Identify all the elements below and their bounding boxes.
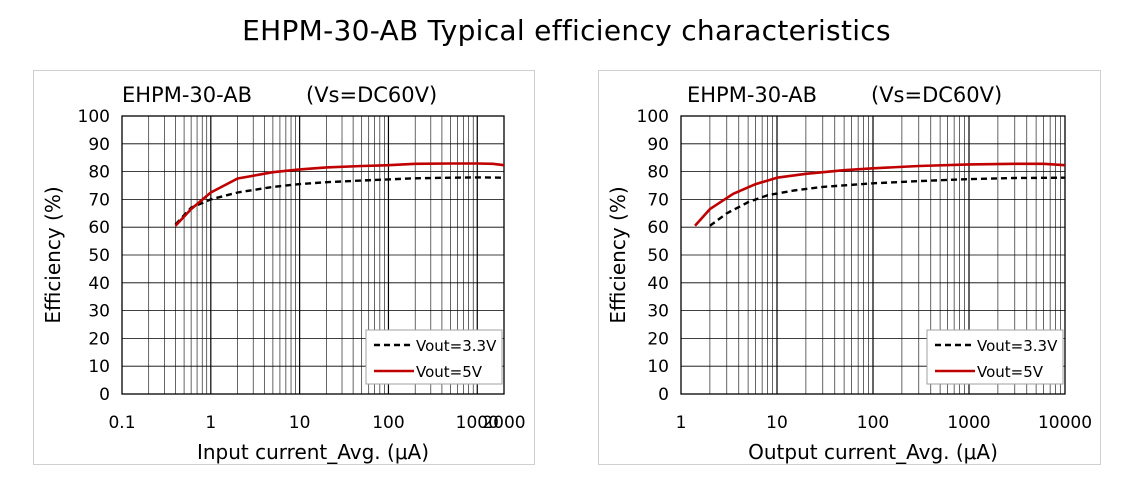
legend-label: Vout=5V [977, 363, 1044, 381]
y-tick-label: 30 [88, 302, 110, 322]
x-tick-label: 2000 [482, 413, 525, 433]
x-tick-label: 10 [289, 413, 311, 433]
legend-label: Vout=3.3V [977, 337, 1058, 355]
chart-subtitle: (Vs=DC60V) [306, 83, 437, 107]
chart-title: EHPM-30-AB [122, 83, 252, 107]
legend: Vout=3.3V Vout=5V [365, 329, 503, 385]
y-tick-label: 90 [88, 135, 110, 155]
y-tick-label: 20 [88, 329, 110, 349]
chart-title: EHPM-30-AB [687, 83, 817, 107]
y-tick-label: 50 [88, 246, 110, 266]
series-line-vout-3v3 [174, 176, 505, 226]
series-line-vout-5v [174, 162, 505, 227]
y-axis-label: Efficiency (%) [41, 186, 65, 323]
y-axis-label: Efficiency (%) [606, 186, 630, 323]
x-tick-label: 1 [676, 413, 687, 433]
y-tick-label: 20 [647, 329, 669, 349]
y-tick-label: 30 [647, 302, 669, 322]
y-tick-label: 90 [647, 135, 669, 155]
plot-frame [121, 115, 505, 395]
chart-subtitle: (Vs=DC60V) [871, 83, 1002, 107]
series-line-vout-3v3 [709, 176, 1066, 227]
y-tick-label: 70 [647, 190, 669, 210]
x-axis-label: Output current_Avg. (μA) [748, 440, 998, 464]
y-tick-label: 70 [88, 190, 110, 210]
x-axis-label: Input current_Avg. (μA) [197, 440, 429, 464]
y-tick-label: 80 [647, 163, 669, 183]
x-tick-label: 10000 [1038, 413, 1092, 433]
main-title: EHPM-30-AB Typical efficiency characteri… [242, 14, 891, 47]
y-tick-label: 0 [658, 385, 669, 405]
x-tick-label: 0.1 [108, 413, 135, 433]
x-tick-label: 1000 [456, 413, 499, 433]
y-tick-label: 0 [99, 385, 110, 405]
y-tick-label: 40 [647, 274, 669, 294]
x-tick-label: 1000 [947, 413, 990, 433]
chart-panel-output: 0 10 20 30 40 50 60 70 80 90 100 1 10 100 1000 10000 Out… [598, 70, 1101, 465]
legend-box [365, 329, 503, 385]
y-tick-label: 40 [88, 274, 110, 294]
series-line-vout-5v [694, 162, 1066, 227]
x-tick-label: 1 [205, 413, 216, 433]
x-tick-label: 10 [766, 413, 788, 433]
legend-box [926, 329, 1064, 385]
y-tick-label: 60 [88, 218, 110, 238]
legend-label: Vout=5V [416, 363, 483, 381]
chart-panel-input: 0 10 20 30 40 50 60 70 80 90 100 0.1 1 10 100 1000 2000 I… [33, 70, 535, 465]
y-tick-label: 80 [88, 163, 110, 183]
y-tick-label: 60 [647, 218, 669, 238]
y-tick-label: 100 [78, 107, 110, 127]
y-tick-label: 100 [637, 107, 669, 127]
y-tick-label: 10 [88, 357, 110, 377]
y-tick-label: 50 [647, 246, 669, 266]
legend-label: Vout=3.3V [416, 337, 497, 355]
legend: Vout=3.3V Vout=5V [926, 329, 1064, 385]
x-tick-label: 100 [372, 413, 404, 433]
y-tick-label: 10 [647, 357, 669, 377]
x-tick-label: 100 [857, 413, 889, 433]
plot-frame [680, 115, 1066, 395]
